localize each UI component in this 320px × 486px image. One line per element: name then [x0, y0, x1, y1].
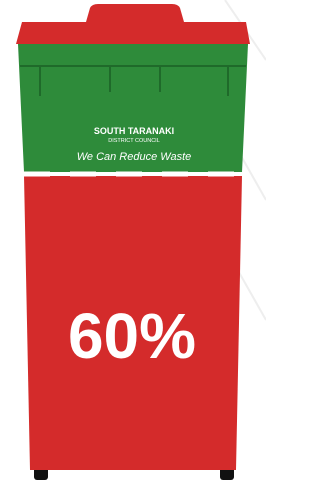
- brand-name: SOUTH TARANAKI: [94, 126, 174, 136]
- fill-label: 60%: [68, 300, 196, 372]
- page: SOUTH TARANAKI DISTRICT COUNCIL We Can R…: [0, 0, 266, 486]
- lid-handle: [86, 4, 184, 22]
- brand-subname: DISTRICT COUNCIL: [108, 138, 160, 144]
- bin-illustration: SOUTH TARANAKI DISTRICT COUNCIL We Can R…: [0, 0, 266, 486]
- brand-slogan: We Can Reduce Waste: [77, 151, 192, 163]
- lid: [16, 22, 250, 44]
